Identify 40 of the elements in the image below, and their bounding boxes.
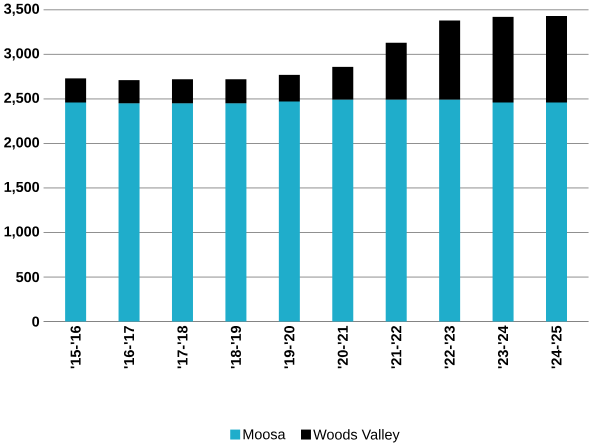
y-tick-label: 0 <box>32 316 40 327</box>
x-tick-label: '19-'20 <box>284 326 294 369</box>
x-tick-label: '21-'22 <box>391 326 402 369</box>
bar <box>546 16 568 103</box>
y-tick-label: 3,000 <box>4 48 40 61</box>
y-tick-label: 2,000 <box>4 138 40 150</box>
x-tick-label: '17-'18 <box>177 326 188 369</box>
bar <box>118 104 140 322</box>
x-tick-label: '24-'25 <box>551 326 562 369</box>
x-tick-label: '23-'24 <box>498 326 508 369</box>
x-tick-label: '16-'17 <box>124 326 134 369</box>
bar <box>65 102 86 322</box>
x-tick-label: '22-'23 <box>444 326 455 369</box>
bar <box>278 102 300 322</box>
bar <box>118 80 140 104</box>
x-tick-label: '20-'21 <box>338 326 348 369</box>
bar <box>439 100 460 322</box>
y-tick-label: 500 <box>16 272 40 282</box>
bar <box>386 100 407 322</box>
bar <box>332 67 354 100</box>
bar <box>439 20 460 100</box>
bar <box>278 75 300 102</box>
bar <box>492 17 514 103</box>
y-tick-label: 1,000 <box>4 226 40 239</box>
bar <box>65 78 86 103</box>
bar <box>172 80 193 104</box>
y-tick-label: 1,500 <box>4 182 40 194</box>
bar <box>172 104 193 322</box>
legend-label: Moosa <box>244 430 286 440</box>
bar <box>546 102 568 322</box>
bar <box>386 42 407 100</box>
y-tick-label: 3,500 <box>4 4 40 16</box>
bar <box>225 104 246 322</box>
y-tick-label: 2,500 <box>4 92 40 106</box>
bar <box>492 102 514 322</box>
x-tick-label: '18-'19 <box>230 326 241 369</box>
bar <box>332 100 354 322</box>
bar <box>225 80 246 104</box>
legend-label: Woods Valley <box>313 429 400 443</box>
x-tick-label: '15-'16 <box>70 326 81 369</box>
